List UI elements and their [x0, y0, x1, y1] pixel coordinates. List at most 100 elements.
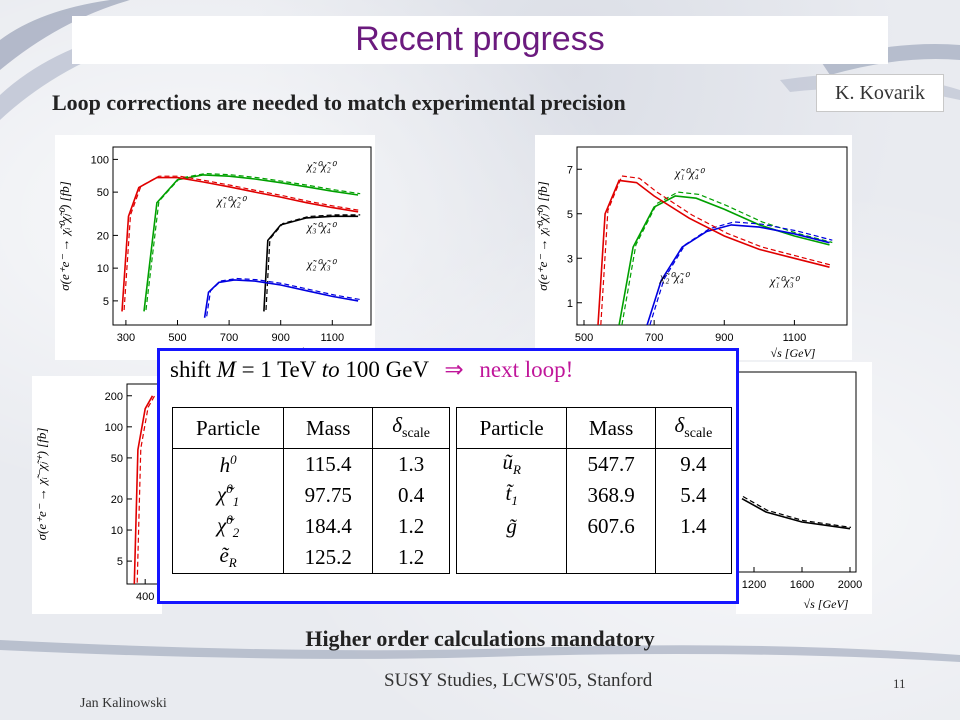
x-tick-label: 400 [136, 591, 154, 603]
y-tick-label: 50 [111, 453, 123, 465]
overlay-shift-word: shift [170, 357, 211, 382]
series-line [121, 176, 359, 312]
delta-cell: 9.4 [654, 448, 733, 480]
col-particle: Particle [171, 407, 285, 449]
overlay-target-value: 100 GeV [345, 357, 429, 382]
x-tick-label: 900 [272, 332, 290, 344]
series-label: χ̃₂⁰χ̃₃⁰ [306, 257, 338, 271]
series-line-dashed [600, 175, 833, 326]
x-axis-label: √s [GeV] [771, 346, 816, 360]
y-tick-label: 7 [567, 164, 573, 176]
series-label: χ̃₃⁰χ̃₄⁰ [306, 220, 338, 234]
series-label: χ̃₂⁰χ̃₄⁰ [659, 270, 691, 284]
mass-cell: 547.7 [566, 448, 656, 480]
table-row: χ̃01 97.75 0.4 [171, 480, 450, 511]
overlay-M-symbol: M [216, 357, 236, 382]
x-tick-label: 1600 [790, 579, 814, 591]
chart-bottom-right: 1200 1600 2000 √s [GeV] [705, 362, 872, 614]
delta-cell: 1.2 [372, 542, 450, 574]
y-tick-label: 10 [111, 525, 123, 537]
mass-cell: 115.4 [283, 448, 374, 480]
col-mass: Mass [283, 407, 374, 449]
particle-cell: χ̃01 [171, 480, 285, 511]
y-tick-label: 5 [103, 296, 109, 308]
table-row: h0 115.4 1.3 [171, 448, 450, 480]
x-tick-label: 1100 [320, 332, 344, 344]
series-line [597, 179, 830, 326]
series-line-dashed [145, 172, 361, 311]
series-line-dashed [123, 175, 361, 311]
table-row-empty [455, 542, 733, 574]
scale-shift-overlay: shift M = 1 TeV to 100 GeV ⇒ next loop! … [157, 348, 739, 604]
chart-bottom-left: 400 200 100 50 20 10 5 σ(e⁺e⁻ → χ̃ᵢ⁻χ̃ⱼ⁺) [fb] [32, 376, 168, 614]
y-tick-label: 1 [567, 298, 573, 310]
table-row: t̃1 368.9 5.4 [455, 480, 733, 511]
series-line [741, 498, 851, 530]
delta-cell: 1.2 [372, 511, 450, 542]
y-tick-label: 50 [97, 187, 109, 199]
page-number: 11 [893, 676, 906, 691]
col-delta-scale: δscale [654, 407, 733, 449]
x-tick-label: 700 [645, 332, 663, 344]
implies-arrow-icon: ⇒ [444, 357, 464, 382]
chart-top-left: 300 500 700 900 1100 100 50 20 10 5 σ(e⁺e⁻ → χ̃ᵢ⁰χ… [55, 135, 375, 360]
series-line-dashed [649, 221, 833, 326]
y-axis-label: σ(e⁺e⁻ → χ̃ᵢ⁰χ̃ⱼ⁰) [fb] [57, 181, 72, 291]
delta-cell: 1.4 [654, 511, 733, 542]
x-tick-label: 700 [220, 332, 238, 344]
series-line-dashed [742, 495, 852, 528]
delta-cell: 5.4 [654, 480, 733, 511]
col-delta-scale: δscale [372, 407, 450, 449]
particle-cell: g̃ [455, 511, 568, 542]
chart-bottom-left-svg: 400 200 100 50 20 10 5 σ(e⁺e⁻ → χ̃ᵢ⁻χ̃ⱼ⁺) [fb] [34, 383, 168, 603]
series-line [263, 215, 359, 312]
particle-cell: h0 [171, 448, 285, 480]
particle-cell: ũR [455, 448, 568, 480]
x-tick-label: 500 [575, 332, 593, 344]
overlay-heading: shift M = 1 TeV to 100 GeV ⇒ next loop! [170, 357, 573, 383]
mass-cell: 184.4 [283, 511, 374, 542]
slide-title: Recent progress [355, 20, 605, 58]
x-tick-label: 1200 [742, 579, 766, 591]
series-label: χ̃₂⁰χ̃₂⁰ [306, 159, 338, 173]
series-line-dashed [136, 394, 156, 583]
series-line-dashed [265, 214, 361, 311]
series-label: χ̃₁⁰χ̃₄⁰ [674, 166, 706, 180]
y-axis-label: σ(e⁺e⁻ → χ̃ᵢ⁻χ̃ⱼ⁺) [fb] [34, 428, 49, 541]
title-background [72, 16, 888, 64]
series-label: χ̃₁⁰χ̃₂⁰ [216, 194, 248, 208]
table-row: ũR 547.7 9.4 [455, 448, 733, 480]
y-tick-label: 100 [105, 422, 123, 434]
y-tick-label: 5 [567, 209, 573, 221]
y-tick-label: 10 [97, 263, 109, 275]
series-line [133, 395, 154, 585]
plot-frame [576, 146, 848, 326]
x-tick-label: 500 [168, 332, 186, 344]
y-tick-label: 3 [567, 253, 573, 265]
x-tick-label: 300 [117, 332, 135, 344]
footer-conference: SUSY Studies, LCWS'05, Stanford [384, 670, 653, 691]
particle-table-left: Particle Mass δscale h0 115.4 1.3 χ̃01 97.75… [171, 407, 450, 574]
mass-cell: 97.75 [283, 480, 374, 511]
plot-frame [112, 146, 372, 326]
delta-cell: 0.4 [372, 480, 450, 511]
chart-top-left-svg: 300 500 700 900 1100 100 50 20 10 5 σ(e⁺e⁻ → χ̃ᵢ⁰χ… [57, 146, 372, 360]
col-particle: Particle [455, 407, 568, 449]
slide-subtitle: Loop corrections are needed to match exp… [52, 90, 626, 115]
overlay-note: next loop! [479, 357, 574, 382]
bottom-statement: Higher order calculations mandatory [305, 626, 655, 651]
delta-cell: 1.3 [372, 448, 450, 480]
mass-cell: 368.9 [566, 480, 656, 511]
y-tick-label: 20 [97, 230, 109, 242]
particle-cell: t̃1 [455, 480, 568, 511]
series-line-dashed [206, 277, 361, 317]
x-axis-label: √s [GeV] [804, 597, 849, 611]
series-line-dashed [621, 191, 833, 326]
table-row: χ̃02 184.4 1.2 [171, 511, 450, 542]
mass-cell: 125.2 [283, 542, 374, 574]
x-tick-label: 1100 [783, 332, 807, 344]
overlay-to-word: to [321, 357, 340, 382]
y-axis-label: σ(e⁺e⁻ → χ̃ᵢ⁰χ̃ⱼ⁰) [fb] [535, 181, 550, 291]
particle-cell: ẽR [171, 542, 285, 574]
y-tick-label: 200 [105, 391, 123, 403]
